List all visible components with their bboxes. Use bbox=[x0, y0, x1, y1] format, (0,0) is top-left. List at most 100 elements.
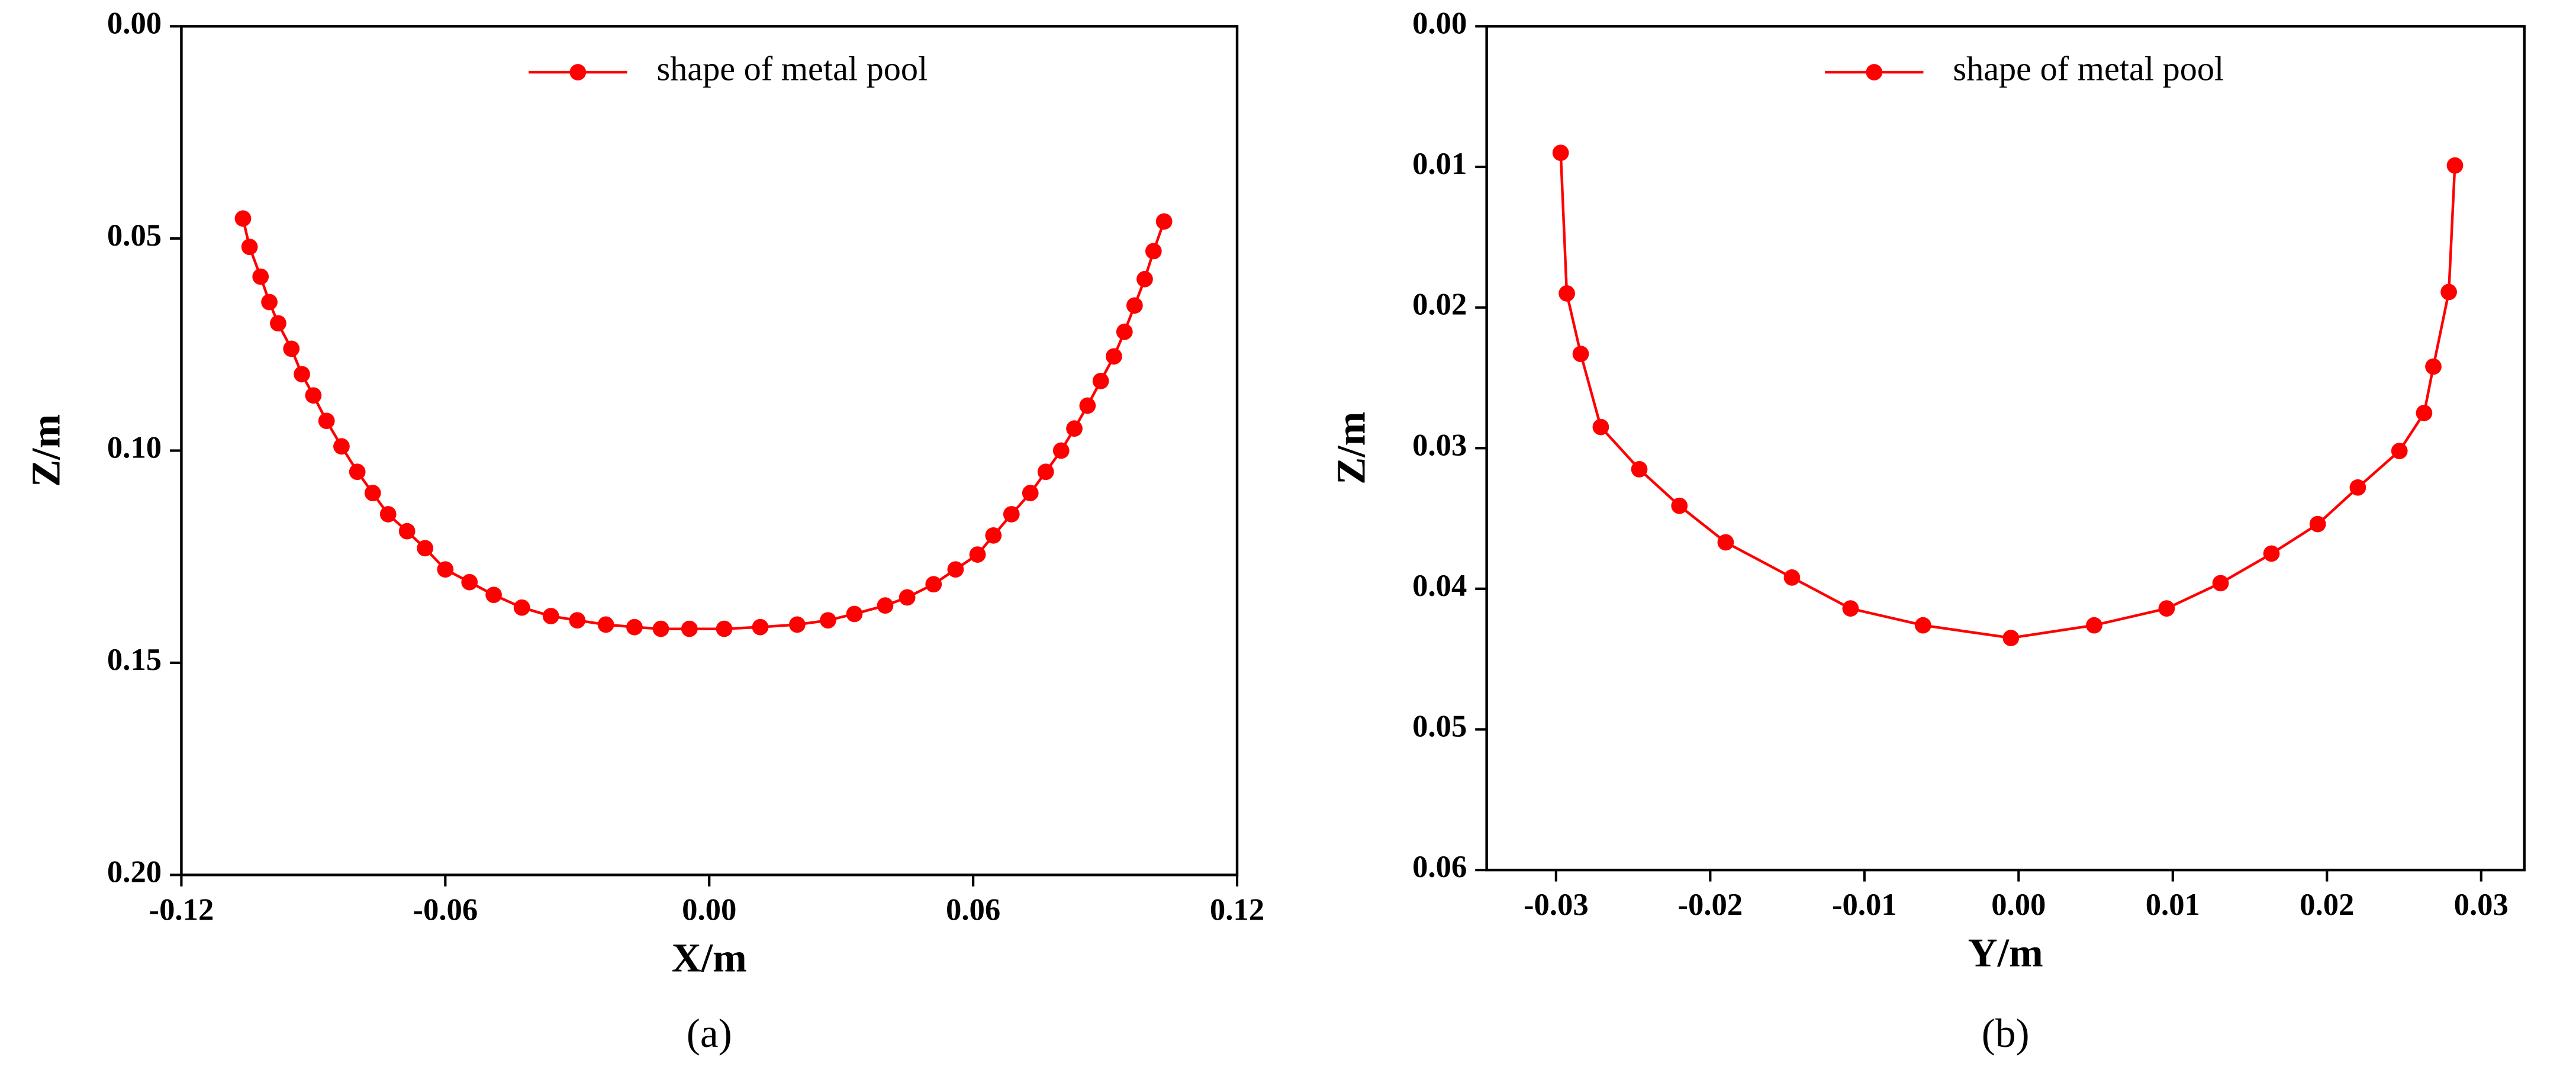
data-point bbox=[1022, 485, 1039, 501]
x-tick-label: 0.03 bbox=[2454, 888, 2509, 922]
data-point bbox=[305, 387, 322, 404]
data-point bbox=[1116, 323, 1133, 340]
data-point bbox=[788, 616, 806, 633]
data-point bbox=[461, 573, 478, 591]
y-tick-label: 0.00 bbox=[1412, 6, 1467, 40]
data-point bbox=[294, 366, 310, 383]
x-tick-label: -0.12 bbox=[149, 892, 214, 927]
data-point bbox=[318, 412, 335, 430]
data-point bbox=[1914, 617, 1931, 634]
data-point bbox=[1136, 270, 1153, 288]
data-point bbox=[349, 463, 366, 481]
data-point bbox=[398, 523, 416, 540]
data-point bbox=[925, 576, 942, 593]
series-line bbox=[1559, 153, 2456, 640]
y-tick-label: 0.00 bbox=[107, 6, 162, 40]
series-line bbox=[242, 218, 1165, 630]
x-axis-title: Y/m bbox=[1968, 930, 2043, 975]
data-point bbox=[542, 608, 559, 624]
data-point bbox=[241, 238, 258, 256]
x-tick-label: 0.02 bbox=[2300, 888, 2354, 922]
data-point bbox=[437, 561, 454, 578]
y-tick-label: 0.01 bbox=[1412, 147, 1467, 181]
legend-label: shape of metal pool bbox=[1953, 49, 2224, 88]
y-tick-label: 0.20 bbox=[107, 855, 162, 889]
data-point bbox=[1631, 461, 1648, 478]
x-tick-label: -0.06 bbox=[413, 892, 478, 927]
y-tick-label: 0.15 bbox=[107, 643, 162, 677]
data-point bbox=[2425, 358, 2442, 375]
x-tick-label: -0.01 bbox=[1832, 888, 1897, 922]
data-point bbox=[846, 605, 863, 623]
data-point bbox=[1106, 348, 1122, 365]
data-point bbox=[379, 506, 397, 523]
data-point bbox=[2212, 575, 2229, 592]
legend-entry: shape of metal pool bbox=[529, 49, 928, 88]
data-point bbox=[652, 620, 669, 637]
data-point bbox=[1592, 418, 1609, 436]
chart-panel: -0.03 -0.02 -0.01 0.00 0.01 0.02 0.03 0.00 0.01 0… bbox=[1328, 6, 2526, 1056]
data-point bbox=[2158, 600, 2175, 617]
data-point bbox=[2440, 283, 2457, 301]
data-point bbox=[1079, 397, 1096, 414]
x-tick-label: 0.00 bbox=[682, 892, 736, 927]
data-point bbox=[597, 616, 614, 633]
y-axis-title: Z/m bbox=[22, 414, 68, 487]
data-point bbox=[261, 294, 278, 311]
data-point bbox=[626, 618, 643, 636]
data-point bbox=[1126, 297, 1143, 314]
x-tick-label: -0.02 bbox=[1677, 888, 1743, 922]
data-point bbox=[485, 586, 502, 604]
data-point bbox=[270, 315, 286, 332]
data-point bbox=[364, 485, 381, 501]
legend-marker bbox=[569, 64, 587, 80]
data-point bbox=[1717, 534, 1734, 551]
data-point bbox=[569, 612, 586, 629]
y-tick-label: 0.05 bbox=[107, 218, 162, 253]
data-point bbox=[681, 620, 698, 637]
data-point bbox=[985, 527, 1002, 544]
legend-entry: shape of metal pool bbox=[1825, 49, 2224, 88]
data-point bbox=[2416, 404, 2433, 421]
data-point bbox=[1783, 569, 1801, 586]
panel-label: (b) bbox=[1982, 1010, 2030, 1056]
data-point bbox=[1037, 463, 1054, 481]
panel-label: (a) bbox=[687, 1010, 732, 1056]
x-tick-label: 0.01 bbox=[2146, 888, 2200, 922]
chart-panel: -0.12 -0.06 0.00 0.06 0.12 0.00 0.05 0.10 0.15 0.… bbox=[22, 6, 1264, 1056]
data-point bbox=[417, 540, 434, 557]
data-point bbox=[1842, 600, 1859, 617]
x-tick-label: 0.06 bbox=[946, 892, 1000, 927]
data-point bbox=[899, 589, 916, 606]
data-point bbox=[333, 438, 350, 455]
data-point bbox=[1671, 497, 1688, 514]
y-tick-label: 0.03 bbox=[1412, 428, 1467, 462]
data-point bbox=[2391, 443, 2408, 459]
data-point bbox=[283, 340, 300, 357]
data-point bbox=[2446, 157, 2464, 174]
y-tick-label: 0.04 bbox=[1412, 569, 1467, 603]
data-point bbox=[1003, 506, 1020, 523]
data-point bbox=[947, 561, 964, 578]
y-tick-label: 0.02 bbox=[1412, 288, 1467, 322]
data-point bbox=[969, 546, 986, 563]
data-point bbox=[2263, 545, 2280, 562]
data-point bbox=[716, 620, 733, 637]
plot-frame bbox=[1485, 25, 2526, 872]
x-tick-label: -0.03 bbox=[1524, 888, 1589, 922]
data-point bbox=[2086, 617, 2102, 634]
data-point bbox=[1092, 372, 1109, 389]
data-point bbox=[1559, 285, 1575, 302]
data-point bbox=[820, 612, 836, 629]
legend-marker bbox=[1866, 64, 1883, 80]
data-point bbox=[2309, 515, 2326, 533]
data-point bbox=[234, 210, 252, 227]
y-tick-label: 0.05 bbox=[1412, 710, 1467, 744]
data-point bbox=[2349, 479, 2366, 496]
data-point bbox=[1572, 346, 1589, 362]
y-tick-label: 0.10 bbox=[107, 431, 162, 465]
data-point bbox=[2002, 630, 2020, 646]
x-axis-title: X/m bbox=[672, 934, 747, 980]
data-point bbox=[1145, 243, 1162, 260]
